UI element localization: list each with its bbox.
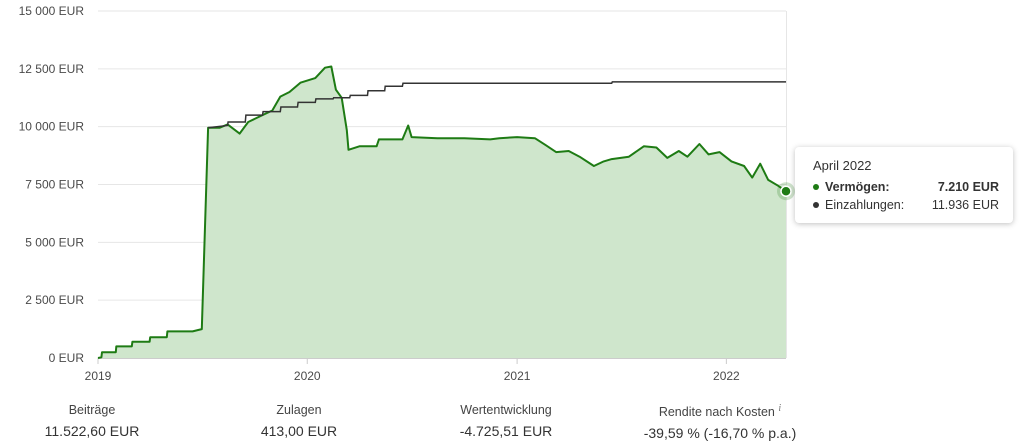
stat-label: Rendite nach Kosten (658, 405, 775, 420)
tooltip-row-payments: Einzahlungen: 11.936 EUR (813, 196, 999, 214)
y-tick-label: 0 EUR (49, 351, 85, 365)
stat-value: -39,59 % (-16,70 % p.a.) (643, 425, 797, 442)
series-layer (97, 65, 795, 359)
tooltip-row-assets: Vermögen: 7.210 EUR (813, 178, 999, 196)
stat-value: 413,00 EUR (260, 423, 338, 439)
y-tick-label: 15 000 EUR (19, 4, 85, 18)
y-tick-label: 7 500 EUR (25, 178, 84, 192)
x-axis-ticks: 2019 2020 2021 2022 (85, 358, 740, 383)
stat-return-after-costs: Rendite nach Kosten i -39,59 % (-16,70 %… (620, 403, 820, 441)
tooltip-payments-label: Einzahlungen: (825, 198, 905, 212)
stat-label: Zulagen (276, 403, 322, 417)
stat-label: Beiträge (68, 403, 116, 417)
hover-marker-point (780, 185, 792, 197)
x-tick-label: 2019 (85, 369, 112, 383)
series-vermoegen-area (98, 66, 786, 358)
y-tick-label: 2 500 EUR (25, 293, 84, 307)
y-axis-ticks: 0 EUR 2 500 EUR 5 000 EUR 7 500 EUR 10 000 E… (19, 4, 85, 365)
tooltip-assets-label: Vermögen: (825, 180, 890, 194)
stat-contributions: Beiträge 11.522,60 EUR (22, 403, 162, 439)
dark-dot-icon (813, 202, 819, 208)
tooltip-title: April 2022 (813, 158, 872, 173)
y-tick-label: 10 000 EUR (19, 120, 85, 134)
stat-value: -4.725,51 EUR (459, 423, 553, 439)
tooltip-payments-value: 11.936 EUR (931, 198, 999, 212)
stat-allowances: Zulagen 413,00 EUR (229, 403, 369, 439)
x-tick-label: 2021 (504, 369, 531, 383)
tooltip-assets-value: 7.210 EUR (937, 180, 999, 194)
series-vermoegen-line (97, 65, 787, 359)
green-dot-icon (813, 184, 819, 190)
y-tick-label: 5 000 EUR (25, 235, 84, 249)
stat-value: 11.522,60 EUR (44, 423, 140, 439)
stat-performance: Wertentwicklung -4.725,51 EUR (426, 403, 586, 439)
info-icon[interactable]: i (778, 403, 782, 414)
tooltip: April 2022 Vermögen: 7.210 EUR Einzahlun… (795, 147, 1013, 223)
y-tick-label: 12 500 EUR (19, 62, 85, 76)
stat-label: Wertentwicklung (460, 403, 552, 417)
summary-stats: Beiträge 11.522,60 EUR Zulagen 413,00 EU… (0, 403, 1020, 445)
x-tick-label: 2022 (713, 369, 740, 383)
line-chart: 0 EUR 2 500 EUR 5 000 EUR 7 500 EUR 10 000 E… (19, 4, 795, 383)
x-tick-label: 2020 (294, 369, 321, 383)
series-einzahlungen-line (208, 81, 786, 129)
